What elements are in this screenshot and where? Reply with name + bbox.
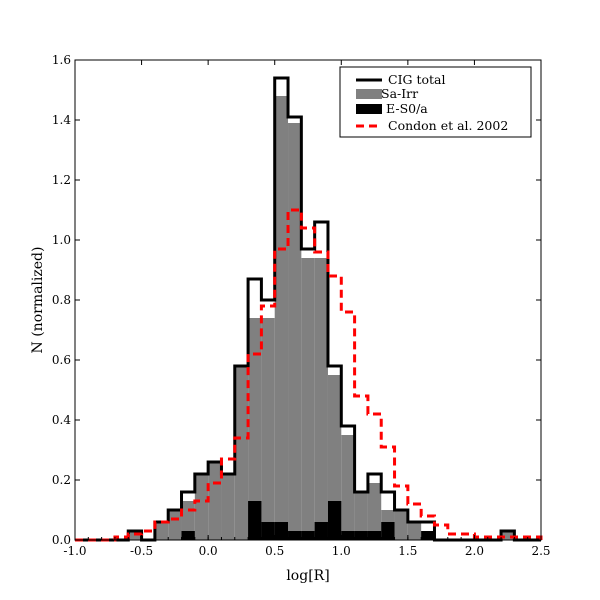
x-tick-label-1: -0.5 bbox=[130, 544, 153, 558]
sa-irr-bar-6 bbox=[154, 522, 169, 540]
x-tick-label-5: 1.5 bbox=[398, 544, 417, 558]
x-tick-label-4: 1.0 bbox=[332, 544, 351, 558]
legend-sa-irr-swatch bbox=[356, 89, 382, 99]
e-s0a-bar-26 bbox=[421, 531, 435, 540]
x-tick-label-3: 0.5 bbox=[265, 544, 284, 558]
legend-e-s0a-swatch bbox=[356, 104, 382, 114]
y-tick-label-4: 0.8 bbox=[52, 293, 71, 307]
x-tick-label-0: -1.0 bbox=[63, 544, 86, 558]
sa-irr-bar-11 bbox=[221, 474, 235, 540]
e-s0a-bar-18 bbox=[314, 522, 328, 540]
sa-irr-bar-19 bbox=[327, 375, 342, 540]
e-s0a-bar-19 bbox=[327, 501, 342, 540]
sa-irr-bar-16 bbox=[288, 123, 302, 540]
e-s0a-bar-16 bbox=[288, 531, 302, 540]
sa-irr-bar-7 bbox=[168, 510, 182, 540]
sa-irr-bar-25 bbox=[407, 522, 422, 540]
legend-condon-label: Condon et al. 2002 bbox=[388, 118, 508, 133]
sa-irr-bar-24 bbox=[394, 510, 408, 540]
e-s0a-bar-14 bbox=[261, 522, 275, 540]
sa-irr-bar-17 bbox=[301, 258, 315, 540]
e-s0a-bar-13 bbox=[248, 501, 262, 540]
sa-irr-bar-18 bbox=[314, 258, 328, 540]
y-tick-label-0: 0.0 bbox=[52, 533, 71, 547]
y-tick-label-8: 1.6 bbox=[52, 53, 71, 67]
ticks-layer: -1.0 -0.5 0.0 0.5 1.0 1.5 2.0 2.5 0.0 0.2 0.4 0.6 0.… bbox=[52, 53, 551, 558]
sa-irr-bar-14 bbox=[261, 318, 275, 540]
e-s0a-bar-23 bbox=[381, 522, 395, 540]
sa-irr-bar-15 bbox=[274, 96, 289, 540]
y-tick-label-1: 0.2 bbox=[52, 473, 71, 487]
e-s0a-bar-17 bbox=[301, 531, 315, 540]
legend-e-s0a-label: E-S0/a bbox=[386, 101, 428, 116]
legend-cig-total-label: CIG total bbox=[388, 72, 445, 87]
y-tick-label-7: 1.4 bbox=[52, 113, 71, 127]
legend-sa-irr-label: Sa-Irr bbox=[381, 86, 418, 101]
e-s0a-bar-20 bbox=[341, 531, 355, 540]
y-tick-label-3: 0.6 bbox=[52, 353, 71, 367]
sa-irr-bar-12 bbox=[234, 366, 249, 540]
sa-irr-bar-20 bbox=[341, 435, 355, 540]
x-axis-title: log[R] bbox=[286, 568, 329, 584]
y-axis-title: N (normalized) bbox=[30, 247, 46, 354]
e-s0a-bar-22 bbox=[367, 531, 382, 540]
sa-irr-bar-21 bbox=[354, 492, 368, 540]
x-tick-label-2: 0.0 bbox=[199, 544, 218, 558]
sa-irr-bar-13 bbox=[248, 318, 262, 540]
x-tick-label-7: 2.5 bbox=[531, 544, 550, 558]
y-tick-label-6: 1.2 bbox=[52, 173, 71, 187]
y-tick-label-2: 0.4 bbox=[52, 413, 71, 427]
x-tick-label-6: 2.0 bbox=[465, 544, 484, 558]
y-tick-label-5: 1.0 bbox=[52, 233, 71, 247]
sa-irr-bar-22 bbox=[367, 483, 382, 540]
e-s0a-bar-15 bbox=[274, 522, 289, 540]
condon-2002-dashed-line bbox=[75, 208, 543, 542]
e-s0a-bar-21 bbox=[354, 531, 368, 540]
bars-layer bbox=[128, 96, 515, 540]
e-s0a-bar-8 bbox=[181, 531, 195, 540]
sa-irr-bar-9 bbox=[194, 474, 209, 540]
sa-irr-bar-10 bbox=[208, 462, 222, 540]
sa-irr-bar-32 bbox=[501, 531, 515, 540]
